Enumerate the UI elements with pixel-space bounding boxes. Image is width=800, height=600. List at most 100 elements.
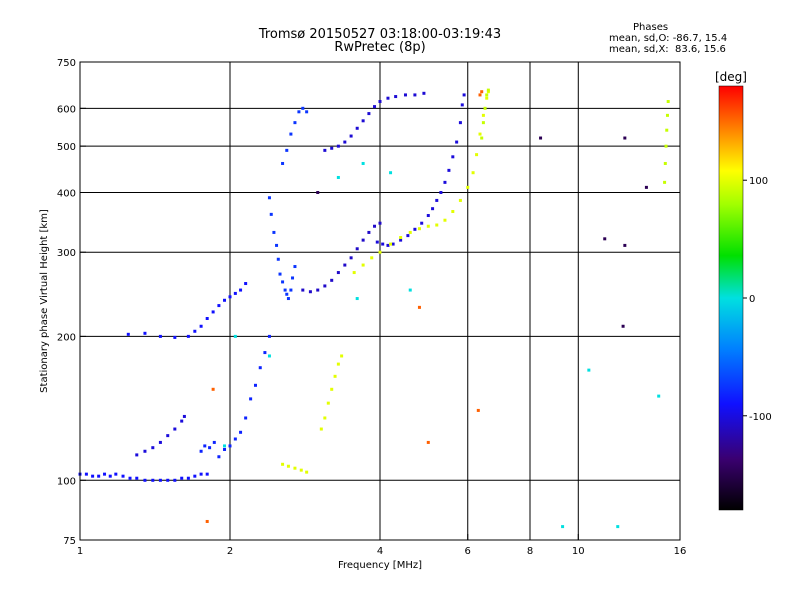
data-point bbox=[336, 175, 340, 179]
phase-o-stats: mean, sd,O: -86.7, 15.4 bbox=[609, 33, 728, 44]
data-point bbox=[108, 474, 112, 478]
data-point bbox=[451, 155, 455, 159]
data-point bbox=[481, 113, 485, 117]
data-point bbox=[481, 121, 485, 125]
data-point bbox=[199, 472, 203, 476]
data-point bbox=[180, 419, 184, 423]
data-point bbox=[355, 126, 359, 130]
y-tick-label: 400 bbox=[57, 188, 76, 199]
data-point bbox=[485, 93, 489, 97]
data-point bbox=[278, 272, 282, 276]
data-point bbox=[391, 242, 395, 246]
colorbar bbox=[718, 85, 744, 511]
data-point bbox=[121, 474, 125, 478]
data-point bbox=[128, 476, 132, 480]
data-point bbox=[223, 447, 227, 451]
data-point bbox=[447, 168, 451, 172]
data-point bbox=[666, 100, 670, 104]
data-point bbox=[135, 453, 139, 457]
data-point bbox=[408, 288, 412, 292]
data-point bbox=[193, 329, 197, 333]
x-tick-label: 2 bbox=[227, 546, 233, 557]
chart-subtitle: RwPretec (8p) bbox=[334, 40, 426, 55]
data-point bbox=[166, 434, 170, 438]
data-point bbox=[323, 284, 327, 288]
data-point bbox=[114, 472, 118, 476]
data-point bbox=[406, 234, 410, 238]
data-point bbox=[233, 334, 237, 338]
data-point bbox=[316, 190, 320, 194]
data-point bbox=[336, 271, 340, 275]
data-point bbox=[349, 134, 353, 138]
phase-x-stats: mean, sd,X: 83.6, 15.6 bbox=[609, 44, 726, 55]
data-point bbox=[323, 416, 327, 420]
colorbar-label: [deg] bbox=[715, 70, 747, 84]
data-point bbox=[664, 144, 668, 148]
data-point bbox=[199, 449, 203, 453]
data-point bbox=[389, 242, 393, 246]
data-point bbox=[399, 238, 403, 242]
data-point bbox=[316, 288, 320, 292]
data-point bbox=[458, 121, 462, 125]
data-point bbox=[426, 214, 430, 218]
data-point bbox=[180, 476, 184, 480]
data-point bbox=[211, 310, 215, 314]
data-point bbox=[217, 455, 221, 459]
data-point bbox=[539, 136, 543, 140]
data-point bbox=[244, 416, 248, 420]
data-point bbox=[166, 478, 170, 482]
data-point bbox=[143, 478, 147, 482]
data-point bbox=[343, 263, 347, 267]
colorbar-ticks: 100 0 -100 bbox=[743, 176, 772, 423]
y-tick-label: 100 bbox=[57, 476, 76, 487]
data-point bbox=[301, 288, 305, 292]
x-tick-label: 10 bbox=[572, 546, 585, 557]
data-point bbox=[283, 288, 287, 292]
data-point bbox=[244, 282, 248, 286]
y-tick-label: 600 bbox=[57, 104, 76, 115]
data-point bbox=[378, 100, 382, 104]
data-point bbox=[182, 414, 186, 418]
data-point bbox=[205, 472, 209, 476]
data-point bbox=[208, 446, 212, 450]
data-point bbox=[355, 247, 359, 251]
data-point bbox=[616, 525, 620, 529]
data-point bbox=[352, 271, 356, 275]
data-point bbox=[657, 394, 661, 398]
data-point bbox=[173, 427, 177, 431]
data-point bbox=[267, 334, 271, 338]
data-point bbox=[361, 263, 365, 267]
y-tick-label: 75 bbox=[63, 536, 76, 547]
data-point bbox=[373, 105, 377, 109]
data-point bbox=[281, 161, 285, 165]
data-point bbox=[486, 88, 490, 92]
data-point bbox=[455, 140, 459, 144]
data-point bbox=[305, 110, 309, 114]
data-point bbox=[665, 128, 669, 132]
colorbar-tick-label: 100 bbox=[749, 176, 768, 187]
data-point bbox=[158, 478, 162, 482]
data-point bbox=[158, 440, 162, 444]
data-point bbox=[462, 93, 466, 97]
data-point bbox=[431, 207, 435, 211]
data-point bbox=[408, 230, 412, 234]
y-tick-label: 200 bbox=[57, 332, 76, 343]
data-point bbox=[389, 171, 393, 175]
data-point bbox=[603, 237, 607, 241]
data-point bbox=[239, 430, 243, 434]
data-point bbox=[460, 103, 464, 107]
data-point bbox=[435, 223, 439, 227]
data-point bbox=[193, 474, 197, 478]
data-point bbox=[355, 297, 359, 301]
data-point bbox=[349, 256, 353, 260]
data-point bbox=[485, 96, 489, 100]
data-point bbox=[228, 295, 232, 299]
data-point bbox=[378, 221, 382, 225]
data-point bbox=[319, 427, 323, 431]
x-tick-label: 8 bbox=[527, 546, 533, 557]
x-axis-label: Frequency [MHz] bbox=[338, 560, 422, 571]
data-point bbox=[276, 257, 280, 261]
colorbar-tick-label: 0 bbox=[749, 294, 755, 305]
data-point bbox=[435, 198, 439, 202]
x-tick-label: 6 bbox=[465, 546, 471, 557]
